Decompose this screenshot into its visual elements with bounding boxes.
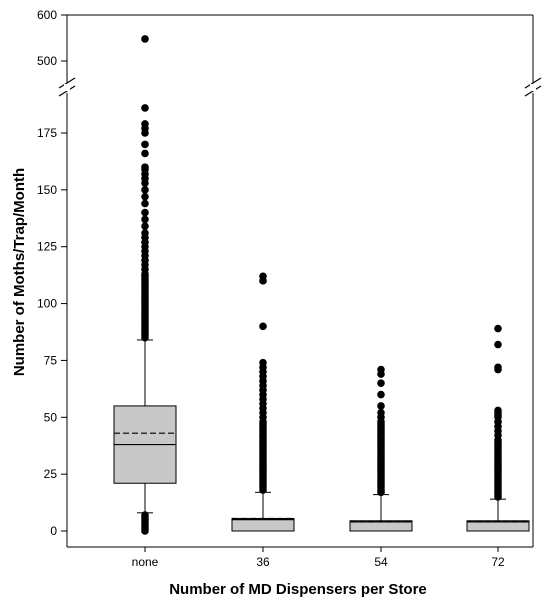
break-gap-0 [64, 84, 70, 91]
y-axis-title: Number of Moths/Trap/Month [11, 168, 28, 376]
box-36 [231, 491, 295, 532]
outliers-layer [141, 35, 502, 535]
y-tick-label: 50 [44, 410, 58, 424]
outlier-point [259, 358, 267, 367]
x-axis: none 36 54 72 [132, 547, 505, 569]
y-tick-label: 500 [37, 54, 57, 68]
y-tick-label: 150 [37, 183, 57, 197]
y-tick-label: 100 [37, 297, 57, 311]
outlier-point [141, 192, 149, 201]
y-tick-label: 125 [37, 240, 57, 254]
outlier-point [377, 379, 385, 387]
outlier-point [494, 340, 502, 349]
x-tick-label: 36 [256, 555, 270, 569]
outlier-point [141, 208, 149, 217]
boxes-layer [113, 339, 530, 532]
box-iqr [231, 517, 295, 532]
y-tick-label: 0 [50, 524, 57, 538]
box-none [113, 339, 177, 514]
outlier-point [259, 322, 267, 331]
outlier-point [141, 215, 149, 224]
x-tick-label: none [132, 555, 159, 569]
outlier-point [141, 104, 149, 112]
outlier-point [141, 229, 149, 237]
y-tick-label: 75 [44, 353, 58, 367]
y-tick-label: 175 [37, 126, 57, 140]
outlier-point [377, 390, 385, 399]
outlier-point [377, 365, 385, 374]
y-tick-label: 25 [44, 467, 58, 481]
outlier-point [141, 35, 149, 43]
axis-break-marks [58, 77, 542, 97]
outlier-point [141, 186, 149, 194]
outlier-point [141, 199, 149, 208]
box-72 [466, 498, 530, 532]
y-axis: 0 25 50 75 100 125 150 175 500 600 [37, 8, 67, 538]
outlier-point [141, 163, 149, 171]
outlier-point [141, 120, 149, 128]
outlier-point [141, 140, 149, 149]
x-tick-label: 54 [374, 555, 388, 569]
outlier-point [141, 222, 149, 231]
break-gap-1 [530, 84, 536, 91]
outlier-point [494, 406, 502, 415]
break-slash-1-a [524, 77, 542, 89]
outlier-point [494, 363, 502, 372]
x-tick-label: 72 [491, 555, 505, 569]
outlier-point [494, 324, 502, 333]
outlier-point [377, 408, 385, 417]
y-tick-label: 600 [37, 8, 57, 22]
outlier-point [141, 511, 149, 519]
outlier-point [141, 149, 149, 158]
outlier-point [377, 402, 385, 410]
outlier-point [259, 272, 267, 281]
x-axis-title: Number of MD Dispensers per Store [169, 581, 427, 598]
break-slash-0-a [58, 77, 76, 89]
